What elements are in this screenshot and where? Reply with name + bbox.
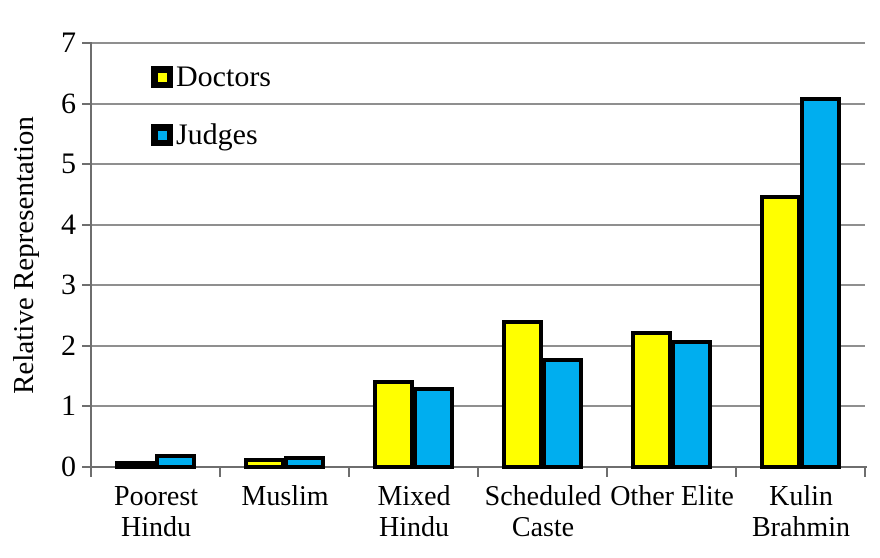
y-tick-label-3: 3 [61,268,76,302]
bar-judges-other-elite [671,340,712,469]
y-axis-line [90,43,92,476]
x-label-line: Other Elite [610,481,734,512]
gridline-4 [91,223,865,226]
bar-judges-kulin-brahmin [800,97,841,469]
y-tick-1 [82,405,92,408]
legend-item-doctors: Doctors [151,55,271,99]
y-tick-label-5: 5 [61,147,76,181]
y-tick-4 [82,223,92,226]
x-label-kulin-brahmin: Kulin Brahmin [711,481,880,543]
x-tick-1 [219,467,221,477]
x-tick-5 [735,467,737,477]
bar-doctors-poorest-hindu [115,461,156,469]
x-label-line: Caste [511,512,575,543]
bar-judges-poorest-hindu [155,454,196,469]
x-label-scheduled-caste: Scheduled Caste [453,481,633,543]
legend-item-judges: Judges [151,113,271,157]
y-tick-5 [82,163,92,166]
legend-swatch-judges [151,124,173,146]
x-tick-4 [606,467,608,477]
gridline-5 [91,163,865,166]
bar-doctors-scheduled-caste [502,320,543,469]
x-tick-3 [477,467,479,477]
bar-judges-scheduled-caste [542,358,583,469]
y-tick-label-2: 2 [61,328,76,362]
bar-doctors-muslim [244,458,285,469]
legend-swatch-color-judges [157,130,167,140]
y-tick-label-6: 6 [61,86,76,120]
bar-doctors-other-elite [631,331,672,469]
legend-label-judges: Judges [176,118,258,151]
gridline-1 [91,405,865,408]
y-tick-7 [82,42,92,44]
x-label-mixed-hindu: Mixed Hindu [324,481,504,543]
x-tick-2 [348,467,350,477]
bar-doctors-mixed-hindu [373,380,414,469]
gridline-2 [91,344,865,347]
y-tick-label-7: 7 [61,26,76,59]
x-label-line: Hindu [379,512,449,543]
x-label-muslim: Muslim [195,481,375,512]
x-tick-6 [864,467,866,477]
gridline-7 [91,42,865,44]
y-tick-label-0: 0 [61,450,76,483]
y-tick-2 [82,344,92,347]
y-tick-3 [82,284,92,287]
legend-swatch-color-doctors [157,72,167,82]
x-label-line: Muslim [241,481,329,512]
legend-label-doctors: Doctors [176,60,271,93]
y-tick-label-1: 1 [61,389,76,423]
x-label-line: Hindu [121,512,191,543]
x-label-other-elite: Other Elite [582,481,762,512]
bar-doctors-kulin-brahmin [760,195,801,469]
x-label-line: Poorest [114,481,198,512]
x-label-poorest-hindu: Poorest Hindu [66,481,246,543]
x-label-line: Scheduled [484,481,602,512]
bar-judges-mixed-hindu [413,387,454,469]
x-label-line: Brahmin [752,512,850,543]
legend-swatch-doctors [151,66,173,88]
bar-judges-muslim [284,456,325,469]
y-tick-6 [82,102,92,105]
y-tick-label-4: 4 [61,207,76,241]
gridline-6 [91,102,865,105]
x-label-line: Kulin [769,481,833,512]
legend: Doctors Judges [151,55,271,171]
x-label-line: Mixed [377,481,451,512]
gridline-3 [91,284,865,287]
x-axis-line [83,466,867,468]
